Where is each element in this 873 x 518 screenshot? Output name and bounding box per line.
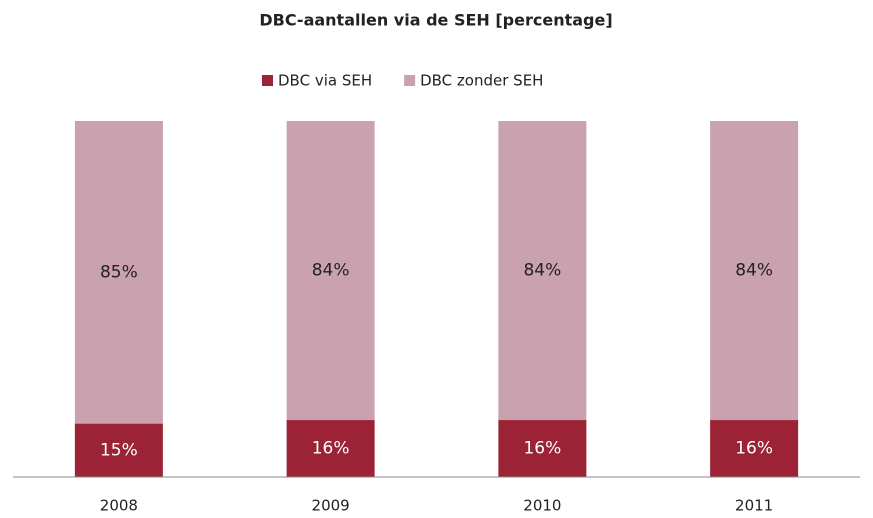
chart-title: DBC-aantallen via de SEH [percentage] [259, 11, 612, 30]
x-tick-label: 2009 [312, 497, 350, 515]
data-label: 16% [523, 439, 561, 459]
bar-segment [74, 423, 163, 477]
data-label: 85% [100, 262, 138, 282]
bar-segment [74, 121, 163, 424]
bar-segment [286, 420, 375, 477]
bar-segment [286, 121, 375, 421]
x-tick-label: 2010 [523, 497, 561, 515]
legend-label: DBC zonder SEH [420, 72, 543, 90]
bar-segment [498, 420, 587, 477]
x-tick-label: 2011 [735, 497, 773, 515]
data-label: 16% [735, 439, 773, 459]
bar-segment [498, 121, 587, 421]
data-label: 15% [100, 440, 138, 460]
data-label: 16% [312, 439, 350, 459]
legend-label: DBC via SEH [278, 72, 372, 90]
data-label: 84% [523, 261, 561, 281]
x-tick-label: 2008 [100, 497, 138, 515]
bar-segment [710, 420, 799, 477]
bar-segment [710, 121, 799, 421]
data-label: 84% [735, 261, 773, 281]
legend-swatch [262, 75, 273, 86]
legend-swatch [404, 75, 416, 86]
data-label: 84% [312, 261, 350, 281]
